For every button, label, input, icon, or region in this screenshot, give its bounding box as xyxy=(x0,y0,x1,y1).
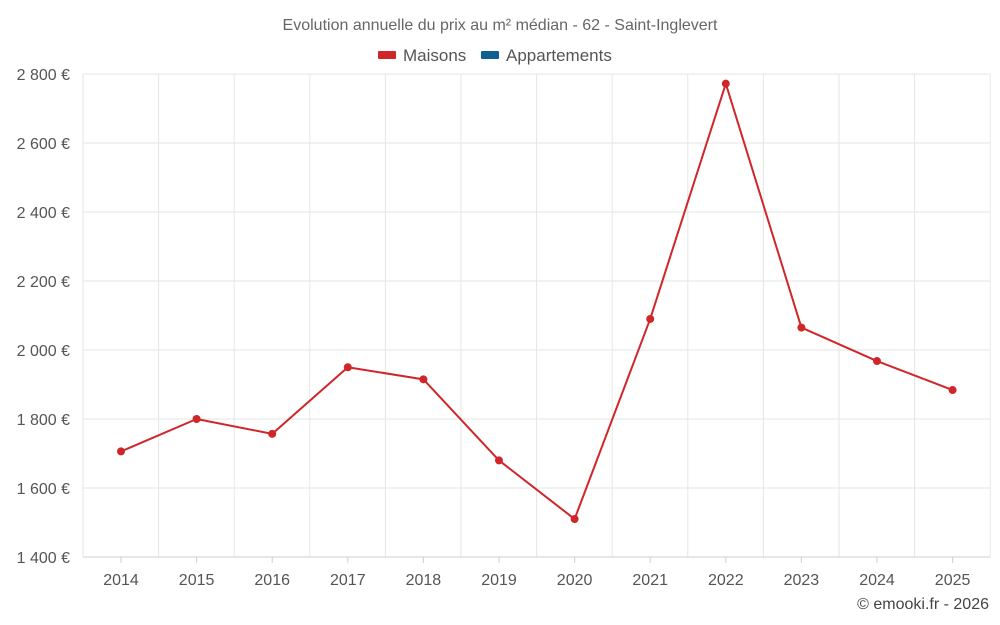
series-maisons xyxy=(117,79,957,524)
y-tick-label: 2 000 € xyxy=(17,343,70,360)
x-tick-label: 2022 xyxy=(708,572,744,589)
x-tick-label: 2015 xyxy=(179,572,215,589)
data-point-maisons[interactable] xyxy=(268,429,277,438)
x-tick-label: 2017 xyxy=(330,572,366,589)
x-axis-ticks: 2014 2015 2016 2017 2018 2019 2020 2021 2022 2023… xyxy=(103,557,970,589)
legend-item-appartements[interactable]: Appartements xyxy=(481,46,612,65)
x-tick-label: 2020 xyxy=(557,572,593,589)
y-tick-label: 2 800 € xyxy=(17,67,70,84)
y-tick-label: 1 400 € xyxy=(17,550,70,567)
x-tick-label: 2024 xyxy=(859,572,895,589)
x-tick-label: 2023 xyxy=(784,572,820,589)
data-point-maisons[interactable] xyxy=(495,456,503,465)
data-point-maisons[interactable] xyxy=(343,363,352,372)
legend-swatch-appartements xyxy=(481,51,499,59)
x-tick-label: 2019 xyxy=(481,572,517,589)
x-tick-label: 2014 xyxy=(103,572,139,589)
y-tick-label: 1 800 € xyxy=(17,412,70,429)
series-line-maisons xyxy=(120,82,953,521)
legend-swatch-maisons xyxy=(378,51,396,59)
data-point-maisons[interactable] xyxy=(646,314,655,323)
y-tick-label: 2 400 € xyxy=(17,205,70,222)
data-point-maisons[interactable] xyxy=(873,357,881,366)
data-point-maisons[interactable] xyxy=(570,515,579,524)
data-point-maisons[interactable] xyxy=(721,79,730,88)
y-axis-ticks: 1 400 € 1 600 € 1 800 € 2 000 € 2 200 € 2 400… xyxy=(17,67,70,567)
legend-item-maisons[interactable]: Maisons xyxy=(378,46,466,65)
x-gridlines xyxy=(82,74,991,557)
data-point-maisons[interactable] xyxy=(117,447,125,456)
x-tick-label: 2021 xyxy=(632,572,668,589)
legend-label-maisons: Maisons xyxy=(403,46,466,65)
y-tick-label: 2 200 € xyxy=(17,274,70,291)
credit-text: © emooki.fr - 2026 xyxy=(857,596,989,613)
x-tick-label: 2025 xyxy=(935,572,971,589)
x-tick-label: 2016 xyxy=(254,572,290,589)
y-tick-label: 1 600 € xyxy=(17,481,70,498)
data-point-maisons[interactable] xyxy=(419,375,428,384)
legend-label-appartements: Appartements xyxy=(506,46,612,65)
legend: Maisons Appartements xyxy=(378,46,612,65)
data-point-maisons[interactable] xyxy=(797,323,806,332)
data-point-maisons[interactable] xyxy=(192,415,201,423)
y-tick-label: 2 600 € xyxy=(17,136,70,153)
data-point-maisons[interactable] xyxy=(948,386,957,395)
chart-title: Evolution annuelle du prix au m² médian … xyxy=(283,17,718,34)
x-tick-label: 2018 xyxy=(406,572,442,589)
